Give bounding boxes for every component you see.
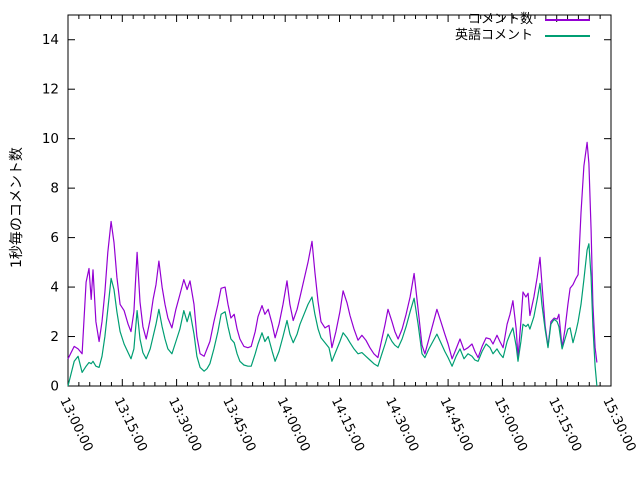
legend-line-sample xyxy=(545,35,590,37)
x-tick-label: 13:15:00 xyxy=(111,395,150,454)
legend-entry: 英語コメント xyxy=(455,29,590,43)
x-tick-label: 15:30:00 xyxy=(599,395,638,454)
series-line-1 xyxy=(67,243,598,387)
x-tick-label: 14:00:00 xyxy=(274,395,313,454)
y-tick-label: 14 xyxy=(42,32,59,48)
y-tick-label: 2 xyxy=(50,329,59,345)
x-tick-label: 13:45:00 xyxy=(219,395,258,454)
x-tick-label: 15:15:00 xyxy=(545,395,584,454)
y-tick-label: 8 xyxy=(50,181,59,197)
x-tick-label: 13:30:00 xyxy=(165,395,204,454)
series-line-0 xyxy=(67,141,598,363)
y-axis-title: 1秒毎のコメント数 xyxy=(9,147,25,268)
y-tick-label: 6 xyxy=(50,230,59,246)
legend: コメント数 英語コメント xyxy=(0,13,590,43)
x-tick-label: 14:15:00 xyxy=(328,395,367,454)
legend-label: 英語コメント xyxy=(454,28,533,43)
legend-entry: コメント数 xyxy=(468,13,590,27)
x-tick-label: 15:00:00 xyxy=(491,395,530,454)
x-tick-label: 14:30:00 xyxy=(382,395,421,454)
y-tick-label: 0 xyxy=(50,379,59,395)
y-tick-label: 12 xyxy=(42,82,59,98)
x-tick-label: 14:45:00 xyxy=(437,395,476,454)
legend-label: コメント数 xyxy=(467,12,533,27)
plot-border xyxy=(67,14,612,387)
y-tick-label: 10 xyxy=(42,131,59,147)
y-tick-label: 4 xyxy=(50,280,59,296)
x-tick-label: 13:00:00 xyxy=(56,395,95,454)
legend-line-sample xyxy=(545,19,590,21)
